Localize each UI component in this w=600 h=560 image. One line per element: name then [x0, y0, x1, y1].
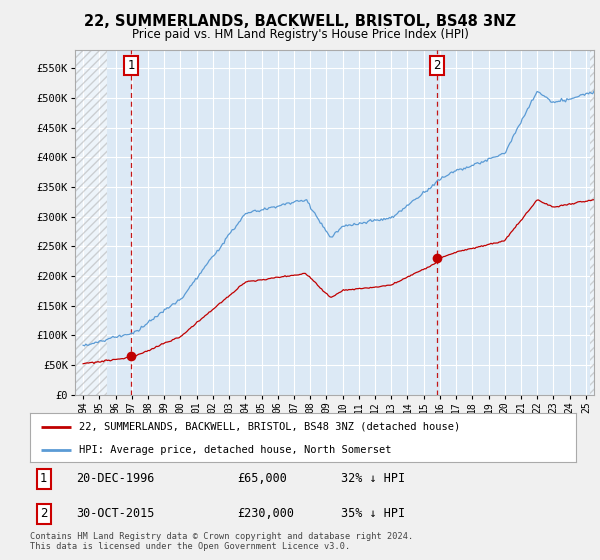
- Text: Price paid vs. HM Land Registry's House Price Index (HPI): Price paid vs. HM Land Registry's House …: [131, 28, 469, 41]
- Text: HPI: Average price, detached house, North Somerset: HPI: Average price, detached house, Nort…: [79, 445, 392, 455]
- Text: 32% ↓ HPI: 32% ↓ HPI: [341, 473, 406, 486]
- Text: 1: 1: [127, 59, 135, 72]
- Text: 2: 2: [433, 59, 441, 72]
- Bar: [590, 50, 594, 395]
- Text: 30-OCT-2015: 30-OCT-2015: [76, 507, 155, 520]
- Text: 22, SUMMERLANDS, BACKWELL, BRISTOL, BS48 3NZ (detached house): 22, SUMMERLANDS, BACKWELL, BRISTOL, BS48…: [79, 422, 460, 432]
- Text: 1: 1: [40, 473, 47, 486]
- Text: 35% ↓ HPI: 35% ↓ HPI: [341, 507, 406, 520]
- Text: Contains HM Land Registry data © Crown copyright and database right 2024.
This d: Contains HM Land Registry data © Crown c…: [30, 532, 413, 552]
- Text: £230,000: £230,000: [238, 507, 295, 520]
- Text: 20-DEC-1996: 20-DEC-1996: [76, 473, 155, 486]
- Bar: [75, 50, 107, 395]
- Text: 22, SUMMERLANDS, BACKWELL, BRISTOL, BS48 3NZ: 22, SUMMERLANDS, BACKWELL, BRISTOL, BS48…: [84, 14, 516, 29]
- Text: £65,000: £65,000: [238, 473, 287, 486]
- Text: 2: 2: [40, 507, 47, 520]
